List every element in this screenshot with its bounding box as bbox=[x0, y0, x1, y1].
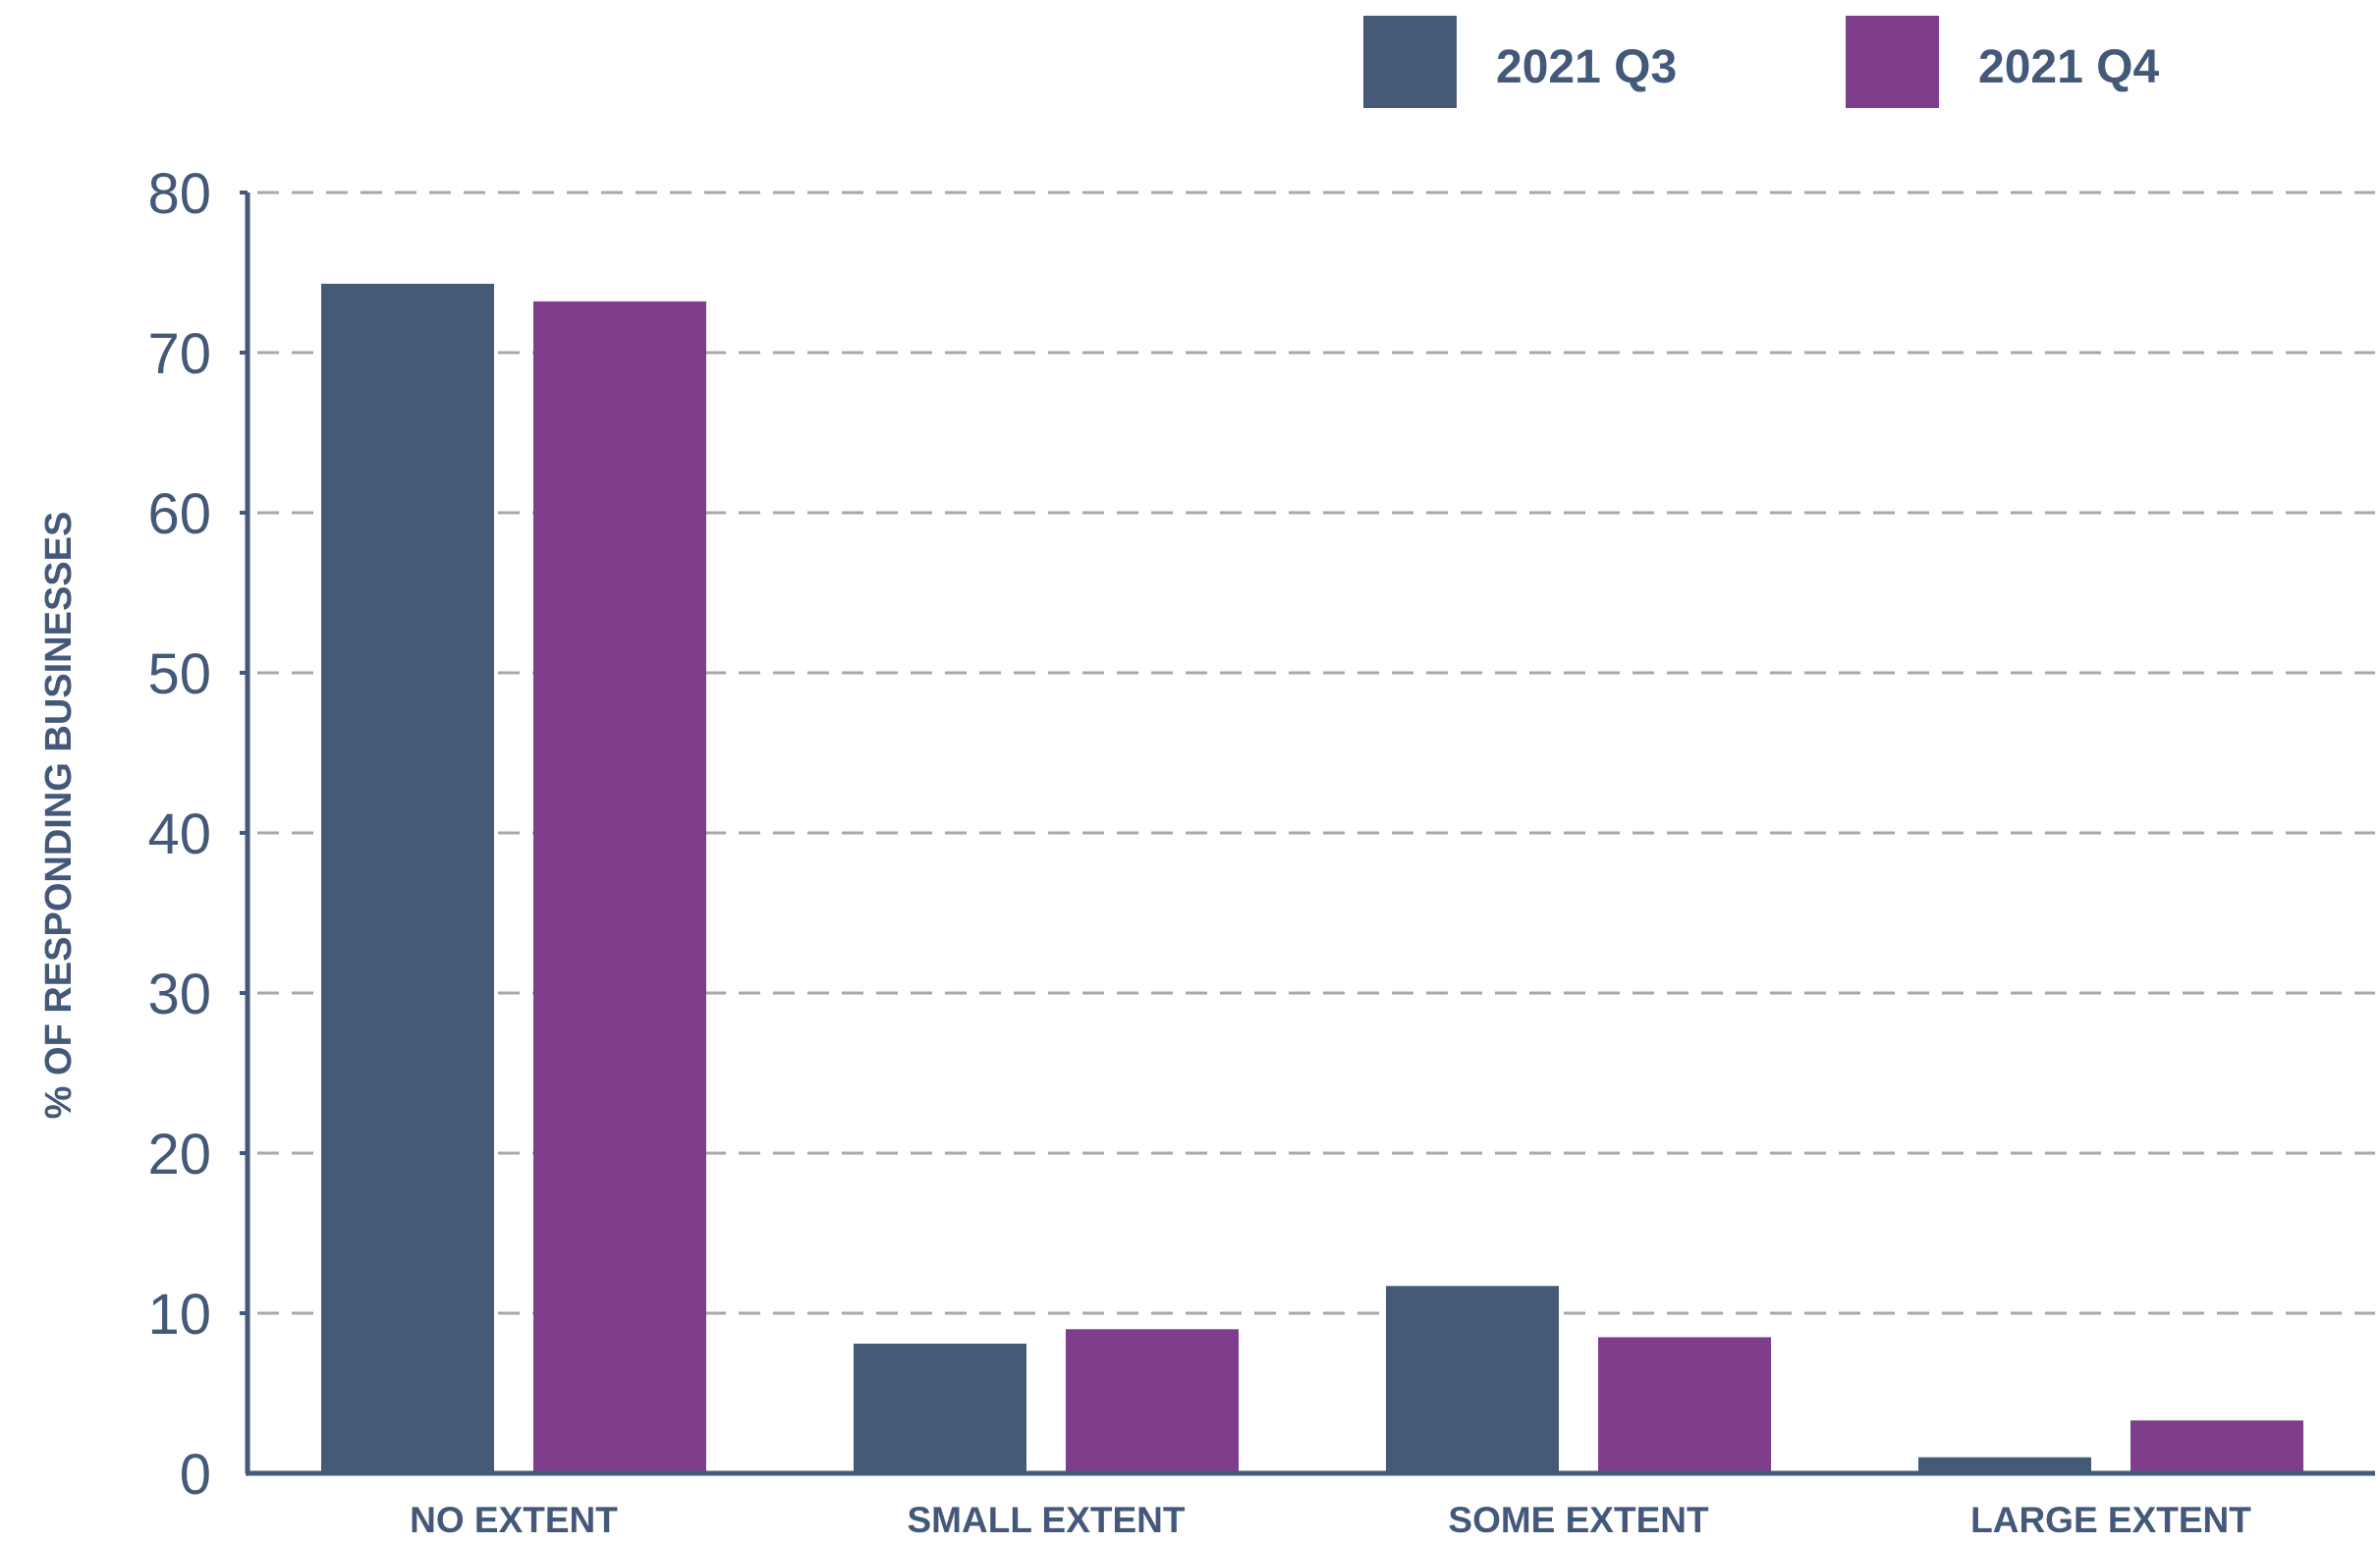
y-tick-label: 80 bbox=[147, 162, 211, 226]
x-category-label: SMALL EXTENT bbox=[908, 1500, 1186, 1540]
x-category-label: NO EXTENT bbox=[410, 1500, 618, 1540]
y-tick-label: 70 bbox=[147, 322, 211, 386]
legend-swatch bbox=[1846, 16, 1939, 108]
y-tick-label: 0 bbox=[180, 1443, 211, 1507]
y-tick-label: 40 bbox=[147, 802, 211, 866]
y-tick-label: 60 bbox=[147, 482, 211, 546]
y-tick-labels: 0 10 20 30 40 50 60 70 80 bbox=[147, 162, 211, 1507]
x-category-label: LARGE EXTENT bbox=[1970, 1500, 2251, 1540]
y-axis-title: % OF RESPONDING BUSINESSES bbox=[38, 512, 80, 1120]
legend-swatch bbox=[1363, 16, 1457, 108]
bar-2021-q3-large-extent bbox=[1918, 1457, 2091, 1473]
bar-2021-q3-some-extent bbox=[1386, 1286, 1559, 1473]
legend-label: 2021 Q3 bbox=[1496, 41, 1677, 93]
y-tick-label: 10 bbox=[147, 1283, 211, 1347]
bar-2021-q3-no-extent bbox=[321, 283, 494, 1473]
legend-label: 2021 Q4 bbox=[1978, 41, 2159, 93]
bar-2021-q4-small-extent bbox=[1066, 1329, 1239, 1473]
y-tick-label: 20 bbox=[147, 1123, 211, 1186]
y-tick-label: 50 bbox=[147, 642, 211, 706]
x-category-label: SOME EXTENT bbox=[1448, 1500, 1709, 1540]
bar-2021-q4-some-extent bbox=[1598, 1337, 1771, 1473]
legend: 2021 Q3 2021 Q4 bbox=[1363, 16, 2159, 108]
bar-2021-q4-large-extent bbox=[2131, 1420, 2303, 1473]
axes bbox=[245, 193, 2375, 1476]
y-tick-label: 30 bbox=[147, 963, 211, 1026]
x-category-labels: NO EXTENT SMALL EXTENT SOME EXTENT LARGE EX… bbox=[410, 1500, 2251, 1540]
bar-2021-q4-no-extent bbox=[533, 301, 706, 1474]
bars bbox=[321, 283, 2303, 1474]
bar-2021-q3-small-extent bbox=[854, 1343, 1026, 1473]
